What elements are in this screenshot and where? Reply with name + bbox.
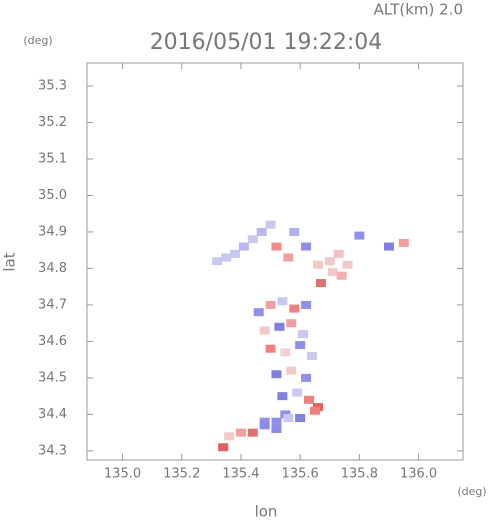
radar-cell <box>289 304 300 313</box>
radar-cell <box>301 373 312 382</box>
plot-frame <box>86 62 464 461</box>
radar-cell <box>212 257 223 266</box>
chart-title: 2016/05/01 19:22:04 <box>150 30 383 55</box>
radar-cell <box>336 271 347 280</box>
radar-cell <box>315 279 326 288</box>
radar-cell <box>253 308 264 317</box>
x-unit: (deg) <box>457 485 486 498</box>
radar-cell <box>277 392 288 401</box>
radar-cell <box>218 443 229 452</box>
radar-cell <box>256 227 267 236</box>
radar-cell <box>383 242 394 251</box>
radar-cell <box>354 231 365 240</box>
radar-cell <box>289 227 300 236</box>
radar-cell <box>224 432 235 441</box>
radar-cell <box>271 417 282 426</box>
radar-cell <box>286 366 297 375</box>
x-tick-label: 135.2 <box>163 467 200 482</box>
radar-cell <box>333 249 344 258</box>
y-unit: (deg) <box>23 34 52 47</box>
x-tick-label: 135.0 <box>104 467 141 482</box>
y-tick-label: 34.9 <box>38 224 67 239</box>
y-tick-label: 34.7 <box>38 297 67 312</box>
radar-cell <box>265 344 276 353</box>
radar-cell <box>286 319 297 328</box>
radar-cell <box>238 242 249 251</box>
y-tick-label: 35.0 <box>38 188 67 203</box>
radar-cell <box>283 253 294 262</box>
y-tick-label: 35.1 <box>38 151 67 166</box>
radar-cell <box>265 300 276 309</box>
radar-cell <box>295 414 306 423</box>
radar-cell <box>312 260 323 269</box>
x-tick-label: 135.6 <box>282 467 319 482</box>
x-tick-label: 135.8 <box>341 467 378 482</box>
radar-cell <box>280 348 291 357</box>
y-tick-label: 34.6 <box>38 334 67 349</box>
radar-cell <box>301 242 312 251</box>
x-tick-label: 135.4 <box>222 467 259 482</box>
x-tick-label: 136.0 <box>400 467 437 482</box>
radar-cell <box>277 297 288 306</box>
radar-cell <box>247 235 258 244</box>
y-tick-label: 34.8 <box>38 261 67 276</box>
radar-cell <box>301 300 312 309</box>
radar-cell <box>259 421 270 430</box>
radar-cell <box>265 220 276 229</box>
radar-cell <box>307 352 318 361</box>
x-axis-label: lon <box>255 503 278 521</box>
radar-cell <box>271 424 282 433</box>
radar-cell <box>247 428 258 437</box>
radar-cell <box>221 253 232 262</box>
radar-cell <box>327 268 338 277</box>
y-tick-label: 34.4 <box>38 407 67 422</box>
radar-cell <box>271 370 282 379</box>
radar-cell <box>271 242 282 251</box>
radar-cell <box>342 260 353 269</box>
radar-cell <box>283 414 294 423</box>
radar-cell <box>292 388 303 397</box>
radar-cell <box>274 322 285 331</box>
radar-cell <box>298 330 309 339</box>
radar-cell <box>235 428 246 437</box>
y-tick-label: 34.3 <box>38 443 67 458</box>
radar-cell <box>398 238 409 247</box>
radar-cell <box>309 406 320 415</box>
y-axis-label: lat <box>1 252 19 271</box>
radar-cell <box>230 249 241 258</box>
altitude-annotation: ALT(km) 2.0 <box>374 1 463 19</box>
y-tick-label: 35.3 <box>38 78 67 93</box>
y-tick-label: 34.5 <box>38 370 67 385</box>
radar-cell <box>259 326 270 335</box>
radar-cell <box>324 257 335 266</box>
radar-cell <box>304 395 315 404</box>
y-tick-label: 35.2 <box>38 115 67 130</box>
radar-cell <box>295 341 306 350</box>
